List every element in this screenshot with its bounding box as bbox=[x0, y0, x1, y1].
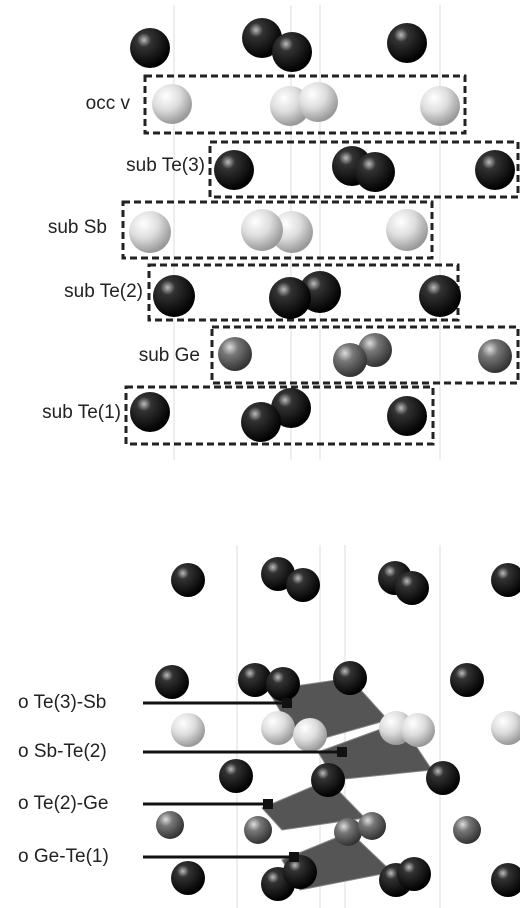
atom bbox=[244, 816, 272, 844]
structure-figure: occ v sub Te(3) sub Sb sub Te(2) sub Ge sub T… bbox=[0, 0, 520, 908]
atom bbox=[261, 711, 295, 745]
row-label: occ v bbox=[86, 93, 131, 114]
atom bbox=[358, 812, 386, 840]
atom bbox=[283, 855, 317, 889]
atom bbox=[286, 568, 320, 602]
atom bbox=[129, 211, 171, 253]
atom bbox=[491, 563, 520, 597]
layout: occ v sub Te(3) sub Sb sub Te(2) sub Ge sub T… bbox=[18, 5, 520, 908]
atom bbox=[426, 761, 460, 795]
atom bbox=[478, 339, 512, 373]
atom bbox=[420, 86, 460, 126]
atom bbox=[156, 811, 184, 839]
atom bbox=[153, 275, 195, 317]
atom bbox=[387, 396, 427, 436]
atom bbox=[491, 863, 520, 897]
atom bbox=[130, 392, 170, 432]
atom bbox=[130, 28, 170, 68]
atom bbox=[475, 150, 515, 190]
row-label: sub Te(1) bbox=[42, 402, 121, 423]
bond-label: o Te(3)-Sb bbox=[18, 692, 106, 713]
atom bbox=[298, 82, 338, 122]
atom bbox=[450, 663, 484, 697]
atom bbox=[333, 661, 367, 695]
atom bbox=[272, 32, 312, 72]
leader-end bbox=[263, 799, 273, 809]
atom bbox=[355, 152, 395, 192]
atom bbox=[171, 861, 205, 895]
leader-end bbox=[289, 852, 299, 862]
atom bbox=[218, 337, 252, 371]
atom bbox=[269, 277, 311, 319]
leader-end bbox=[282, 698, 292, 708]
row-label: sub Ge bbox=[139, 345, 200, 366]
row-label: sub Te(2) bbox=[64, 281, 143, 302]
atom bbox=[155, 665, 189, 699]
atom bbox=[397, 857, 431, 891]
bond-label: o Sb-Te(2) bbox=[18, 741, 107, 762]
atom bbox=[241, 402, 281, 442]
bond-label: o Te(2)-Ge bbox=[18, 793, 108, 814]
row-label: sub Sb bbox=[48, 217, 107, 238]
atom bbox=[152, 84, 192, 124]
bond-label: o Ge-Te(1) bbox=[18, 846, 109, 867]
atom bbox=[401, 713, 435, 747]
atom bbox=[171, 563, 205, 597]
atom bbox=[386, 209, 428, 251]
row-label: sub Te(3) bbox=[126, 155, 205, 176]
atom bbox=[293, 718, 327, 752]
atom bbox=[387, 23, 427, 63]
atom bbox=[333, 343, 367, 377]
atom bbox=[214, 150, 254, 190]
atom bbox=[241, 209, 283, 251]
atom bbox=[171, 713, 205, 747]
atom bbox=[266, 667, 300, 701]
atom bbox=[219, 759, 253, 793]
atom bbox=[419, 275, 461, 317]
atom bbox=[491, 711, 520, 745]
leader-end bbox=[337, 747, 347, 757]
atom bbox=[311, 763, 345, 797]
atom bbox=[334, 818, 362, 846]
atom bbox=[395, 571, 429, 605]
atom bbox=[453, 816, 481, 844]
